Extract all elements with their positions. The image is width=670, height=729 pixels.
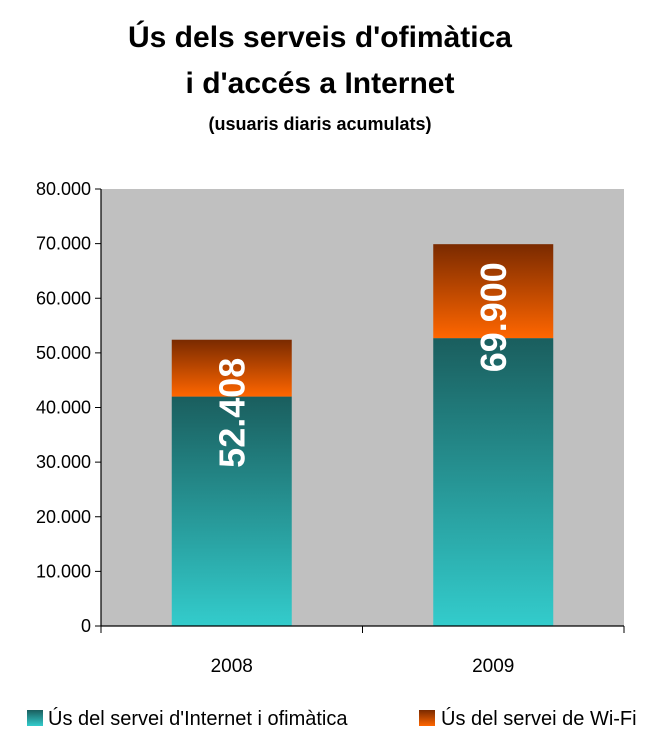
legend-swatch-1 [27, 710, 43, 726]
y-tick-label: 60.000 [36, 288, 91, 308]
x-category-label: 2009 [472, 656, 514, 677]
bar-2009-series-1 [433, 338, 554, 626]
x-category-label: 2008 [211, 656, 253, 677]
bar-2008-series-2 [171, 339, 292, 397]
y-tick-label: 50.000 [36, 343, 91, 363]
legend-label-1: Ús del servei d'Internet i ofimàtica [48, 707, 348, 729]
bar-2009-series-2 [433, 244, 554, 339]
bar-total-label: 52.408 [212, 358, 253, 468]
y-tick-label: 40.000 [36, 398, 91, 418]
y-tick-label: 30.000 [36, 452, 91, 472]
chart-title-line-2: i d'accés a Internet [185, 67, 455, 100]
y-tick-label: 20.000 [36, 507, 91, 527]
y-tick-label: 0 [81, 616, 91, 636]
chart-title: Ús dels serveis d'ofimàtica [128, 21, 512, 54]
y-tick-label: 80.000 [36, 179, 91, 199]
legend-swatch-2 [419, 710, 435, 726]
bar-2008-series-1 [171, 396, 292, 626]
chart-subtitle: (usuaris diaris acumulats) [208, 114, 432, 134]
bar-total-label: 69.900 [473, 262, 514, 372]
legend-label-2: Ús del servei de Wi-Fi [441, 707, 637, 729]
y-tick-label: 10.000 [36, 561, 91, 581]
y-tick-label: 70.000 [36, 234, 91, 254]
